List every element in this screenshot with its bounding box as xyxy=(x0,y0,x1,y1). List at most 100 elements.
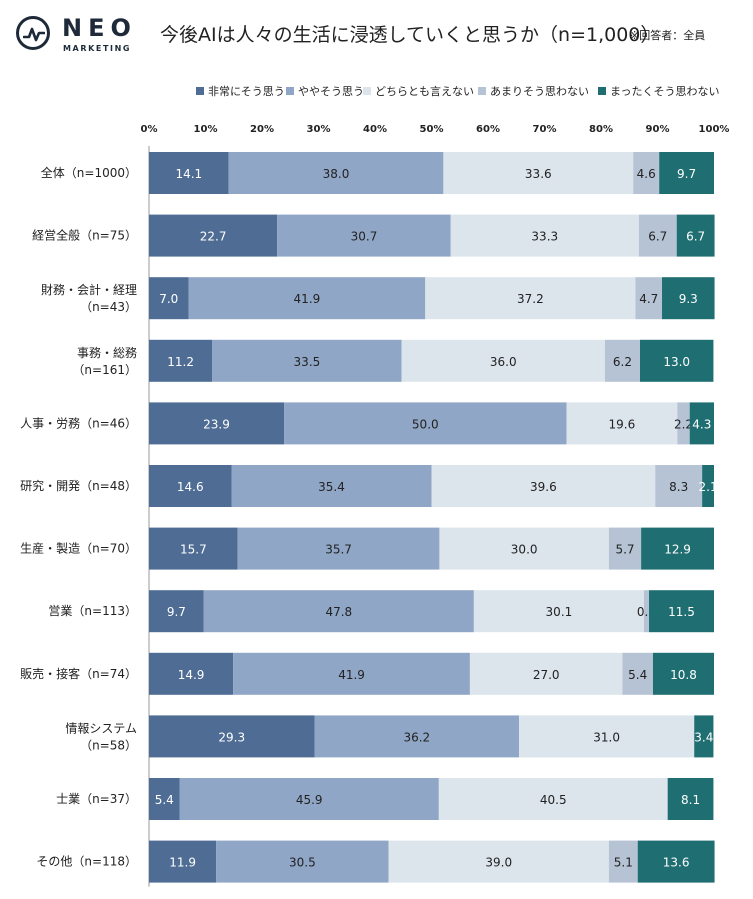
legend-swatch xyxy=(286,87,294,95)
bar-segment xyxy=(284,402,567,445)
bar-segment xyxy=(231,465,432,507)
data-label: 11.2 xyxy=(167,355,194,369)
category-label-line2: （n=58） xyxy=(80,738,137,752)
category-label: 生産・製造（n=70） xyxy=(20,541,137,556)
x-tick-label: 70% xyxy=(533,124,557,135)
data-label: 35.4 xyxy=(318,480,345,494)
x-tick-label: 0% xyxy=(141,124,158,135)
x-tick-label: 10% xyxy=(194,124,218,135)
bar-segment xyxy=(702,465,714,507)
bar-segment xyxy=(677,402,690,445)
data-label: 33.6 xyxy=(525,167,552,181)
bar-segment xyxy=(689,402,714,445)
data-label: 9.7 xyxy=(677,167,696,181)
data-label: 2.1 xyxy=(699,480,718,494)
data-label: 5.7 xyxy=(615,543,634,557)
bar-segment xyxy=(237,527,440,570)
x-tick-label: 100% xyxy=(699,124,730,135)
data-label: 40.5 xyxy=(540,793,567,807)
bar-segment xyxy=(438,778,668,820)
data-label: 14.9 xyxy=(178,668,205,682)
brand-logo: NEO MARKETING xyxy=(16,14,146,58)
data-label: 3.4 xyxy=(694,730,713,744)
category-label: 経営全般（n=75） xyxy=(32,228,137,243)
category-label: 研究・開発（n=48） xyxy=(20,478,137,493)
bar-segment xyxy=(676,214,715,257)
bar-segment xyxy=(608,840,638,883)
data-label: 38.0 xyxy=(323,167,350,181)
bar-segment xyxy=(149,527,238,570)
brand-word: NEO xyxy=(62,14,137,42)
data-label: 33.5 xyxy=(294,355,321,369)
category-label: 財務・会計・経理 xyxy=(41,282,137,297)
bar-segment xyxy=(639,339,714,382)
x-tick-label: 30% xyxy=(307,124,331,135)
data-label: 31.0 xyxy=(593,730,620,744)
bar-segment xyxy=(667,778,714,820)
legend-label: あまりそう思わない xyxy=(490,85,589,98)
data-label: 27.0 xyxy=(533,668,560,682)
category-label: その他（n=118） xyxy=(36,855,137,869)
x-tick-label: 80% xyxy=(589,124,613,135)
data-label: 30.0 xyxy=(511,543,538,557)
data-label: 30.1 xyxy=(546,605,573,619)
data-label: 11.9 xyxy=(169,856,196,870)
bar-segment xyxy=(649,590,714,633)
data-label: 13.0 xyxy=(663,355,690,369)
data-label: 37.2 xyxy=(517,292,544,306)
bar-segment xyxy=(149,152,229,194)
legend-label: 非常にそう思う xyxy=(208,85,285,98)
data-label: 35.7 xyxy=(325,543,352,557)
data-label: 8.1 xyxy=(681,793,700,807)
data-label: 33.3 xyxy=(531,230,558,244)
legend-swatch xyxy=(196,87,204,95)
bar-segment xyxy=(401,339,605,382)
stacked-bar-chart: 非常にそう思う ややそう思う どちらとも言えない あまりそう思わない まったくそう思わな… xyxy=(20,85,730,887)
bar-segment xyxy=(662,277,715,320)
data-label: 47.8 xyxy=(325,605,352,619)
bar-segment xyxy=(179,778,439,820)
x-tick-label: 40% xyxy=(363,124,387,135)
category-label-line2: （n=161） xyxy=(72,363,137,377)
chart-title: 今後AIは人々の生活に浸透していくと思うか（n=1,000） xyxy=(160,24,660,46)
bar-segment xyxy=(643,590,650,633)
data-label: 2.2 xyxy=(674,417,693,431)
bar-segment xyxy=(469,652,623,695)
legend-swatch xyxy=(478,87,486,95)
data-label: 6.7 xyxy=(686,230,705,244)
data-label: 19.6 xyxy=(609,417,636,431)
header: NEO MARKETING 今後AIは人々の生活に浸透していくと思うか（n=1,… xyxy=(0,0,753,70)
bar-segment xyxy=(149,778,180,820)
bar-segment xyxy=(566,402,678,445)
data-label: 9.7 xyxy=(167,605,186,619)
brand-sub: MARKETING xyxy=(63,44,132,53)
bar-segment xyxy=(425,277,636,320)
data-label: 5.1 xyxy=(614,856,633,870)
bar-segment xyxy=(203,590,474,633)
bar-segment xyxy=(233,652,470,695)
data-label: 15.7 xyxy=(180,543,207,557)
data-label: 36.0 xyxy=(490,355,517,369)
data-label: 5.4 xyxy=(628,668,647,682)
data-label: 45.9 xyxy=(296,793,323,807)
bar-segment xyxy=(608,527,642,570)
respondents-note: ※回答者：全員 xyxy=(630,29,706,42)
bar-segment xyxy=(431,465,656,507)
bar-segment xyxy=(622,652,653,695)
data-label: 5.4 xyxy=(155,793,174,807)
x-tick-label: 20% xyxy=(250,124,274,135)
data-label: 11.5 xyxy=(668,605,695,619)
bar-segment xyxy=(519,715,695,758)
bar-segment xyxy=(149,277,189,320)
data-label: 6.7 xyxy=(648,230,667,244)
bar-segment xyxy=(443,152,634,194)
bar-segment xyxy=(450,214,639,257)
legend-label: どちらとも言えない xyxy=(375,85,474,98)
bar-segment xyxy=(659,152,714,194)
data-label: 23.9 xyxy=(203,417,230,431)
data-label: 4.6 xyxy=(637,167,656,181)
bar-segment xyxy=(149,840,217,883)
bar-segment xyxy=(314,715,520,758)
bar-segment xyxy=(638,214,677,257)
bar-segment xyxy=(652,652,714,695)
